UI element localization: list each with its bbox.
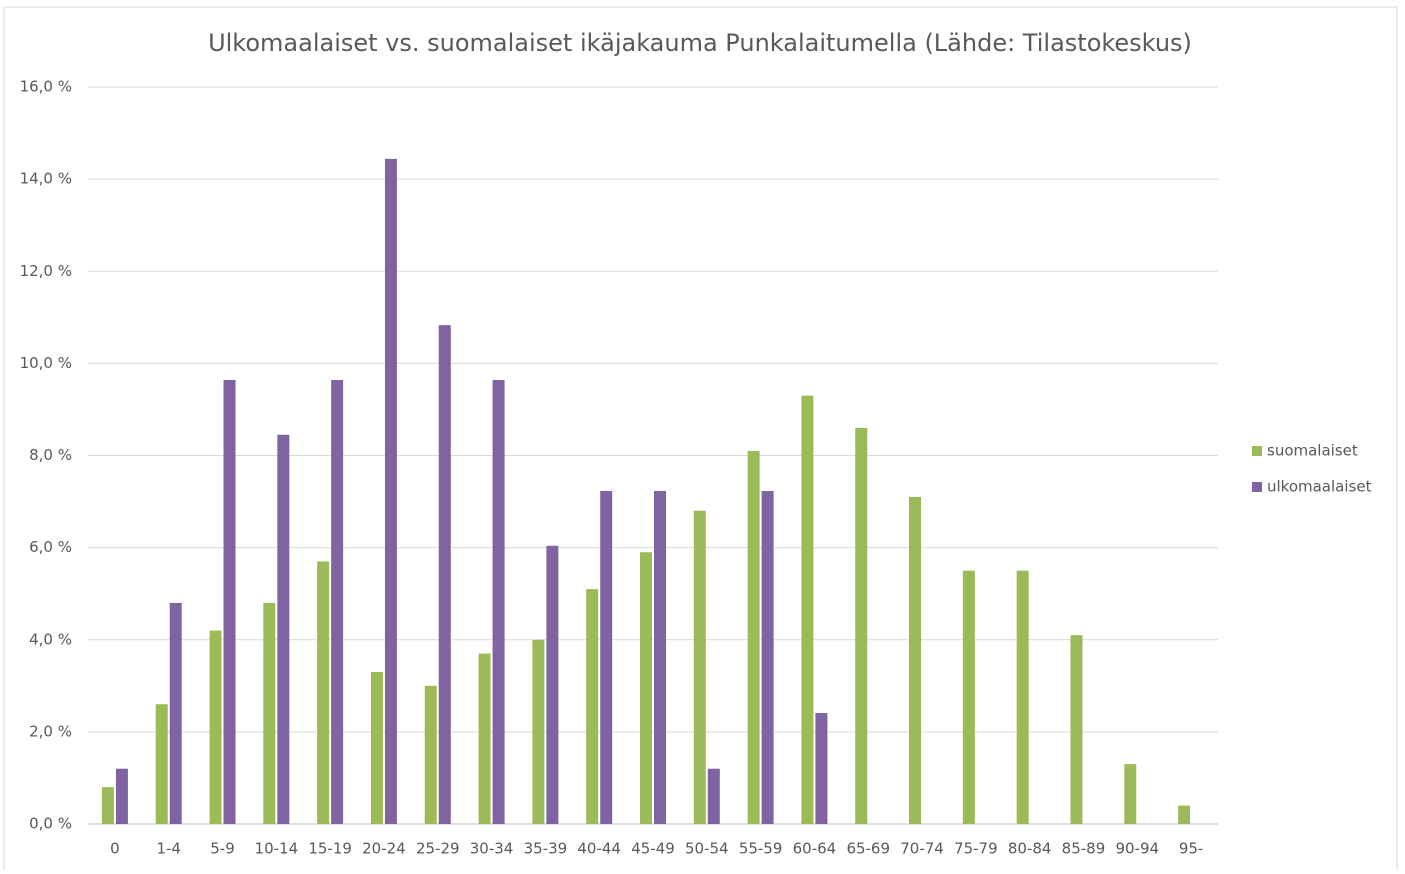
bar [115, 768, 128, 824]
bar [169, 602, 182, 824]
legend-label: suomalaiset [1267, 442, 1358, 460]
x-tick-label: 80-84 [1008, 840, 1052, 858]
legend-swatch [1252, 482, 1262, 492]
bar [317, 561, 330, 824]
x-tick-label: 1-4 [156, 840, 181, 858]
bar [962, 570, 975, 824]
x-tick-label: 45-49 [631, 840, 675, 858]
bar [101, 787, 114, 824]
bar [532, 639, 545, 824]
bar [546, 545, 559, 824]
x-tick-label: 5-9 [210, 840, 235, 858]
bar [1070, 635, 1083, 824]
bar [1178, 805, 1191, 824]
y-tick-label: 14,0 % [20, 170, 72, 188]
x-tick-label: 0 [110, 840, 120, 858]
bar [492, 379, 505, 824]
bar [747, 450, 760, 824]
x-tick-label: 95- [1179, 840, 1204, 858]
x-tick-label: 85-89 [1062, 840, 1106, 858]
y-tick-label: 8,0 % [29, 446, 72, 464]
bar [438, 325, 451, 824]
bar [1016, 570, 1029, 824]
bar [815, 712, 828, 824]
bar [586, 589, 599, 824]
x-tick-label: 60-64 [793, 840, 837, 858]
bar [600, 490, 613, 824]
y-tick-label: 4,0 % [29, 630, 72, 648]
bar [909, 496, 922, 824]
x-tick-label: 15-19 [308, 840, 352, 858]
bar [478, 653, 491, 824]
y-tick-label: 6,0 % [29, 538, 72, 556]
x-tick-label: 50-54 [685, 840, 729, 858]
bar [223, 379, 236, 824]
x-tick-label: 25-29 [416, 840, 460, 858]
legend-label: ulkomaalaiset [1267, 478, 1372, 496]
legend-swatch [1252, 446, 1262, 456]
x-tick-label: 65-69 [846, 840, 890, 858]
x-tick-label: 70-74 [900, 840, 944, 858]
chart-title: Ulkomaalaiset vs. suomalaiset ikäjakauma… [208, 29, 1192, 57]
bar [384, 158, 397, 825]
bar [761, 490, 774, 824]
x-tick-label: 75-79 [954, 840, 998, 858]
y-tick-label: 12,0 % [20, 262, 72, 280]
bar [263, 602, 276, 824]
x-tick-label: 20-24 [362, 840, 406, 858]
y-tick-label: 2,0 % [29, 722, 72, 740]
y-tick-label: 0,0 % [29, 815, 72, 833]
bar [801, 395, 814, 824]
bar [640, 552, 652, 824]
x-tick-label: 10-14 [255, 840, 299, 858]
x-tick-label: 40-44 [577, 840, 621, 858]
x-tick-label: 30-34 [470, 840, 514, 858]
bar [155, 704, 168, 824]
bar [331, 379, 344, 824]
bar [855, 427, 868, 824]
x-tick-label: 35-39 [524, 840, 568, 858]
bar [209, 630, 222, 824]
bar [277, 434, 290, 824]
bar [1124, 764, 1137, 824]
bar [424, 685, 437, 824]
bar [707, 768, 720, 824]
x-tick-label: 90-94 [1115, 840, 1159, 858]
bar [370, 671, 383, 824]
bar [693, 510, 706, 824]
y-tick-label: 16,0 % [20, 78, 72, 96]
y-tick-label: 10,0 % [20, 354, 72, 372]
x-tick-label: 55-59 [739, 840, 783, 858]
bar [654, 490, 666, 824]
